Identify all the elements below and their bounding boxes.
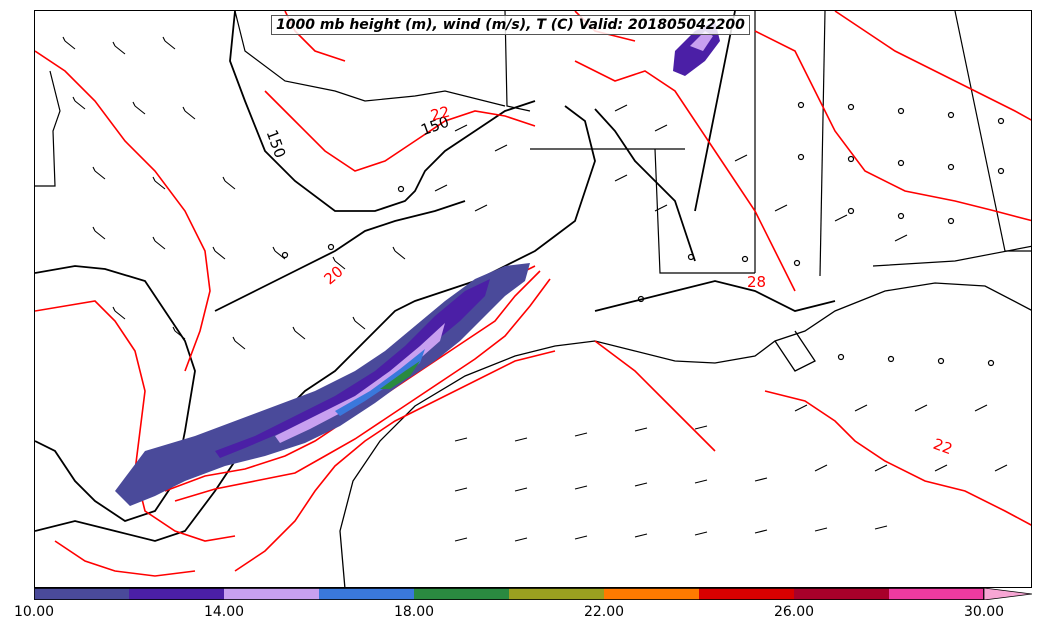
height-contours bbox=[35, 11, 836, 542]
colorbar-tick-label: 26.00 bbox=[773, 604, 815, 620]
colorbar bbox=[34, 588, 1032, 600]
temperature-contour-label: 22 bbox=[429, 102, 452, 124]
temperature-contour-label: 20 bbox=[320, 262, 346, 288]
colorbar-tick-label: 22.00 bbox=[583, 604, 625, 620]
shaded-band bbox=[115, 21, 720, 506]
height-contour-label: 150 bbox=[263, 127, 290, 160]
colorbar-tick-label: 30.00 bbox=[963, 604, 1005, 620]
colorbar-extension bbox=[983, 588, 1032, 600]
colorbar-segment bbox=[129, 588, 225, 600]
colorbar-segment bbox=[889, 588, 985, 600]
state-boundaries bbox=[35, 11, 1031, 277]
map-panel: 150 150 22 20 28 22 bbox=[34, 10, 1032, 588]
colorbar-segment bbox=[509, 588, 605, 600]
colorbar-segment bbox=[414, 588, 510, 600]
colorbar-segment bbox=[604, 588, 700, 600]
colorbar-segment bbox=[699, 588, 795, 600]
temperature-contour-label: 22 bbox=[931, 435, 955, 458]
map-canvas: 150 150 22 20 28 22 bbox=[35, 11, 1031, 587]
map-title: 1000 mb height (m), wind (m/s), T (C) Va… bbox=[271, 15, 750, 35]
calm-wind-markers bbox=[281, 101, 1005, 367]
colorbar-segment bbox=[319, 588, 415, 600]
colorbar-segment bbox=[34, 588, 130, 600]
colorbar-tick-label: 10.00 bbox=[13, 604, 55, 620]
temperature-contours bbox=[35, 11, 1031, 577]
temperature-contour-label: 28 bbox=[747, 273, 766, 291]
colorbar-tick-label: 14.00 bbox=[203, 604, 245, 620]
coastline bbox=[339, 282, 1031, 587]
colorbar-segment bbox=[224, 588, 320, 600]
colorbar-tick-label: 18.00 bbox=[393, 604, 435, 620]
colorbar-outline bbox=[34, 588, 984, 600]
wind-barbs bbox=[62, 36, 1008, 542]
colorbar-segment bbox=[794, 588, 890, 600]
